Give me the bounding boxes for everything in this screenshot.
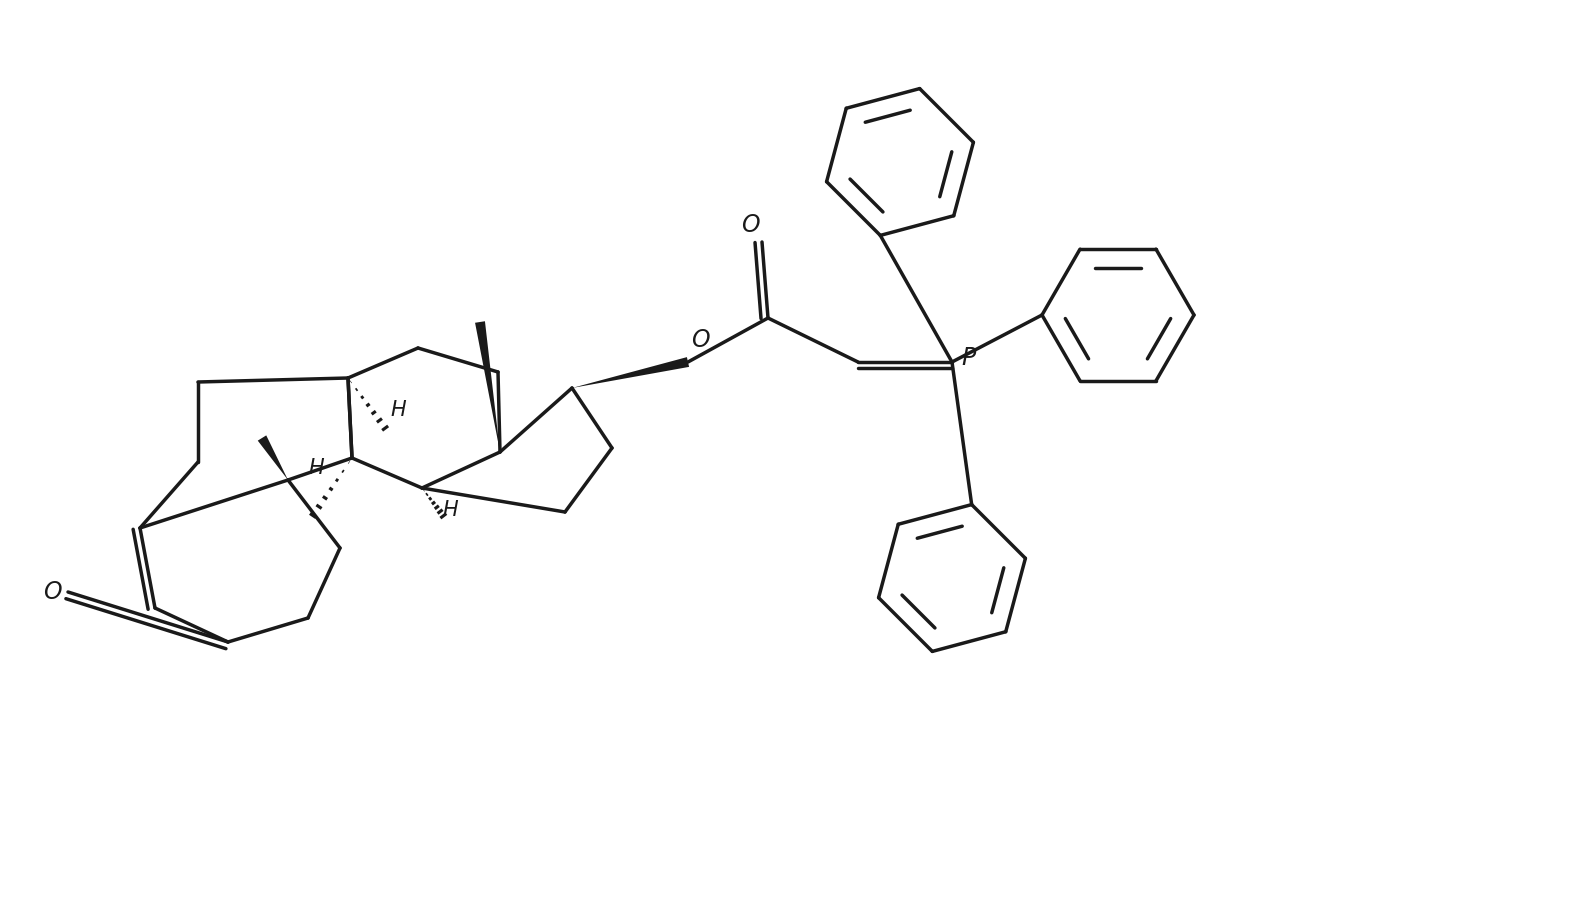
Polygon shape [475,321,501,452]
Polygon shape [258,436,288,480]
Text: H: H [390,400,406,420]
Text: P: P [960,346,976,370]
Polygon shape [571,357,689,388]
Text: O: O [691,328,710,352]
Text: O: O [42,580,61,604]
Text: H: H [309,458,324,478]
Text: H: H [442,500,458,520]
Text: O: O [741,213,759,237]
